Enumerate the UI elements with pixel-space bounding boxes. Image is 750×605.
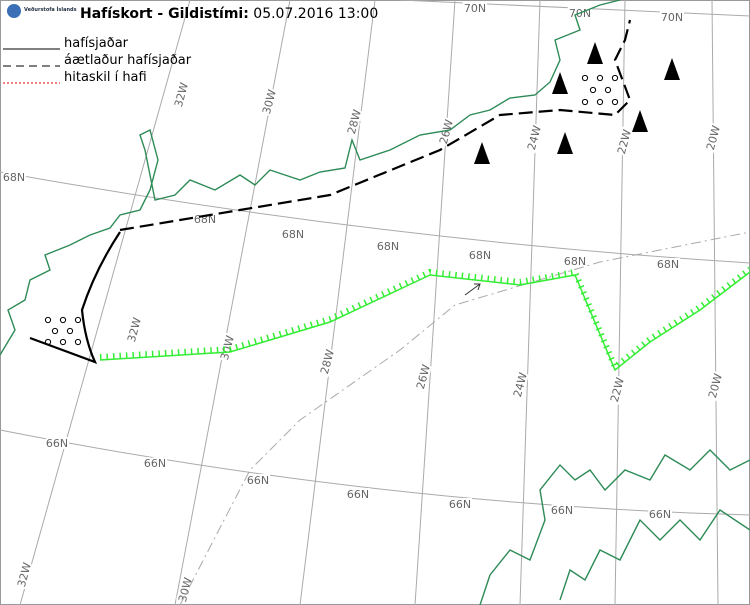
lat-label: 68N	[3, 171, 25, 184]
dot	[59, 338, 67, 346]
lat-line	[0, 429, 750, 516]
legend-label: áætlaður hafísjaðar	[64, 53, 192, 68]
dash-dot-line	[179, 231, 750, 605]
ice-edge	[29, 231, 121, 364]
dot	[44, 316, 52, 324]
legend-label: hitaskil í hafi	[64, 70, 147, 85]
lon-line	[711, 0, 719, 605]
dot	[51, 327, 59, 335]
iceberg	[632, 110, 648, 132]
dot	[581, 74, 589, 82]
lon-line	[614, 0, 626, 605]
lat-label: 68N	[469, 249, 491, 262]
dot	[589, 86, 597, 94]
lat-label: 68N	[564, 255, 586, 268]
lat-label: 66N	[449, 498, 471, 511]
lat-label: 66N	[347, 488, 369, 501]
lat-label: 66N	[144, 457, 166, 470]
lon-line	[299, 0, 376, 605]
dot	[74, 316, 82, 324]
dot	[611, 74, 619, 82]
iceberg	[587, 42, 603, 64]
dot	[44, 338, 52, 346]
dot	[66, 327, 74, 335]
lat-label: 68N	[377, 240, 399, 253]
dot	[74, 338, 82, 346]
lon-line	[519, 0, 541, 605]
header: Veðurstofa Íslands Hafískort - Gildistím…	[7, 4, 378, 22]
lat-label: 66N	[551, 504, 573, 517]
lat-label: 70N	[661, 11, 683, 24]
lat-label: 66N	[649, 508, 671, 521]
drift-arrow	[464, 283, 481, 296]
lat-label: 66N	[46, 437, 68, 450]
lon-line	[174, 0, 291, 605]
title-text: Hafískort - Gildistími:	[80, 6, 249, 22]
lat-line	[399, 0, 750, 17]
legend: hafísjaðar áætlaður hafísjaðar hitaskil …	[3, 36, 192, 85]
datetime: 05.07.2016 13:00	[253, 6, 378, 22]
dot	[596, 74, 604, 82]
lat-label: 68N	[282, 228, 304, 241]
dot	[604, 86, 612, 94]
dot	[59, 316, 67, 324]
lat-label: 66N	[247, 474, 269, 487]
iceberg-symbols	[474, 42, 680, 164]
legend-label: hafísjaðar	[64, 36, 129, 51]
logo-icon	[7, 4, 21, 18]
iceland-coast	[479, 449, 750, 605]
ocean-front	[99, 271, 750, 372]
lon-line	[19, 0, 191, 605]
ice-concentration	[44, 74, 619, 346]
dot	[611, 98, 619, 106]
lon-line	[414, 0, 456, 605]
lat-label: 68N	[657, 258, 679, 271]
title: Hafískort - Gildistími: 05.07.2016 13:00	[80, 6, 378, 22]
iceberg	[664, 58, 680, 80]
logo-text: Veðurstofa Íslands	[24, 5, 77, 13]
ocean-front-ticks	[99, 266, 750, 372]
iceberg	[552, 72, 568, 94]
dot	[581, 98, 589, 106]
estimated-ice-edge	[119, 19, 632, 232]
iceberg	[474, 142, 490, 164]
lat-label: 70N	[464, 2, 486, 15]
iceberg	[557, 132, 573, 154]
lat-line	[0, 171, 750, 264]
greenland-coast	[0, 0, 621, 356]
dot	[596, 98, 604, 106]
iceland-fjords	[559, 509, 750, 601]
